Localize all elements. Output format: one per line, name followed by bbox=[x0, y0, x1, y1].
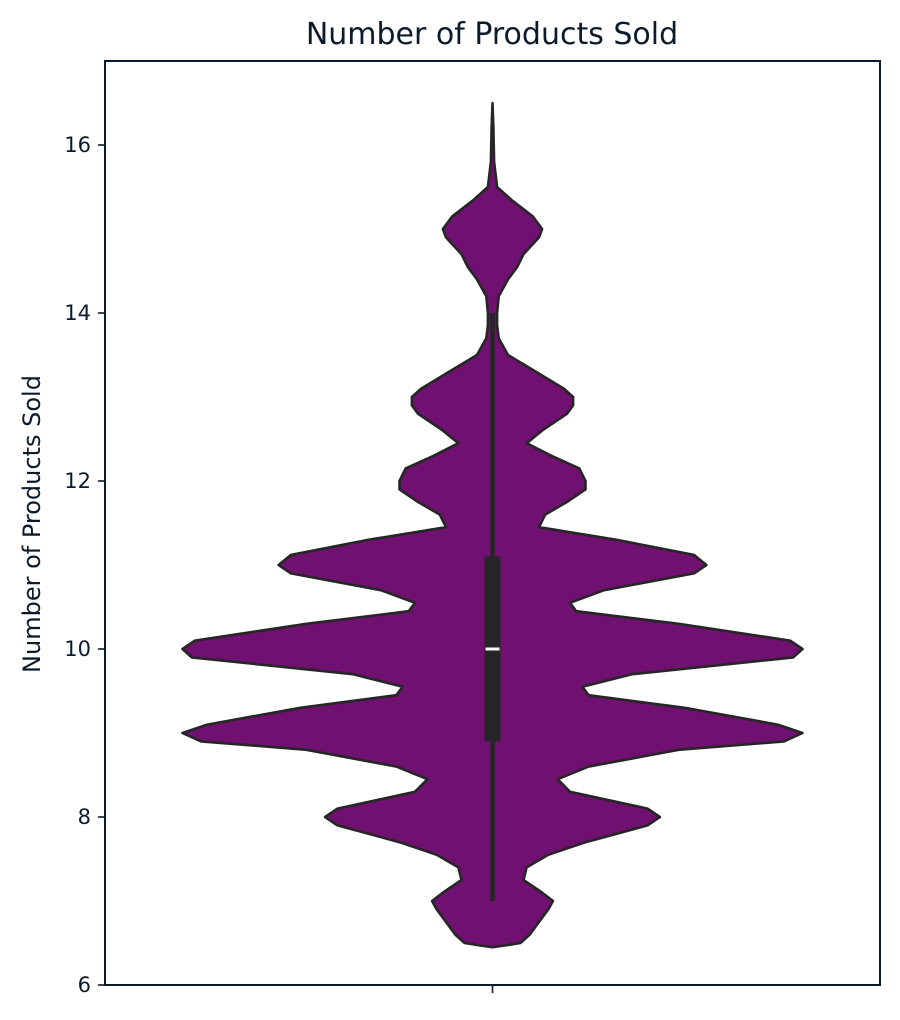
chart-title: Number of Products Sold bbox=[306, 17, 678, 52]
y-tick-label: 14 bbox=[64, 301, 91, 325]
plot-area: 6 8 10 12 14 16 bbox=[64, 60, 881, 997]
y-tick-label: 12 bbox=[64, 469, 91, 493]
y-tick-label: 8 bbox=[78, 805, 91, 829]
y-axis-label: Number of Products Sold bbox=[18, 375, 46, 673]
y-tick-label: 10 bbox=[64, 637, 91, 661]
y-tick-label: 16 bbox=[64, 133, 91, 157]
y-tick-label: 6 bbox=[78, 973, 91, 997]
